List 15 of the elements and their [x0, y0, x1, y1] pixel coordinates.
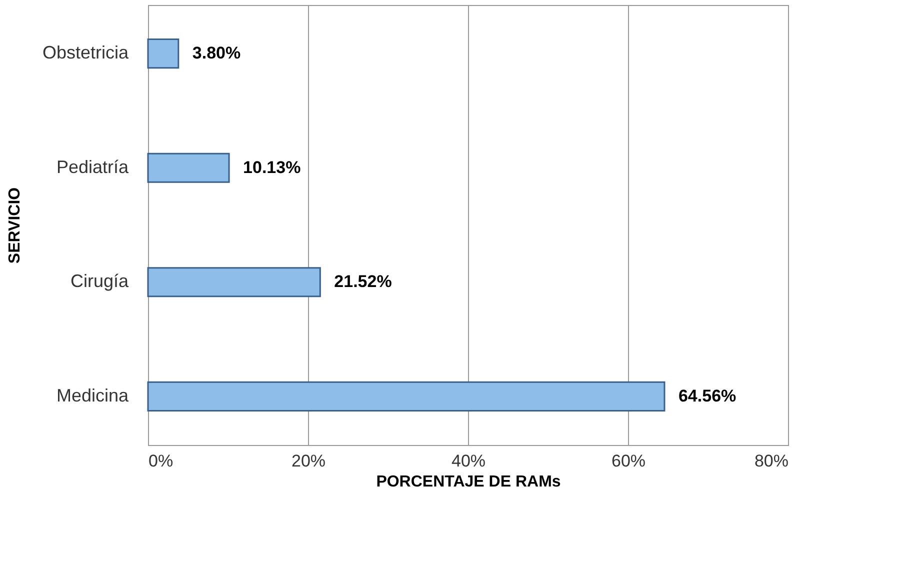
data-label: 64.56% — [678, 386, 736, 406]
x-axis-title: PORCENTAJE DE RAMs — [376, 474, 561, 490]
x-tick-label: 0% — [148, 452, 174, 470]
y-tick-label: Medicina — [56, 385, 130, 406]
y-tick-label: Pediatría — [56, 156, 130, 177]
x-tick-label: 20% — [291, 452, 326, 470]
data-label: 3.80% — [192, 44, 241, 63]
data-label: 21.52% — [334, 272, 392, 292]
x-tick-label: 80% — [754, 452, 788, 470]
y-tick-label: Cirugía — [70, 271, 130, 292]
y-tick-label: Obstetricia — [42, 42, 130, 63]
x-tick-label: 60% — [611, 452, 646, 470]
data-label: 10.13% — [243, 158, 301, 177]
y-axis-title: SERVICIO — [6, 187, 24, 264]
x-tick-label: 40% — [451, 452, 486, 470]
